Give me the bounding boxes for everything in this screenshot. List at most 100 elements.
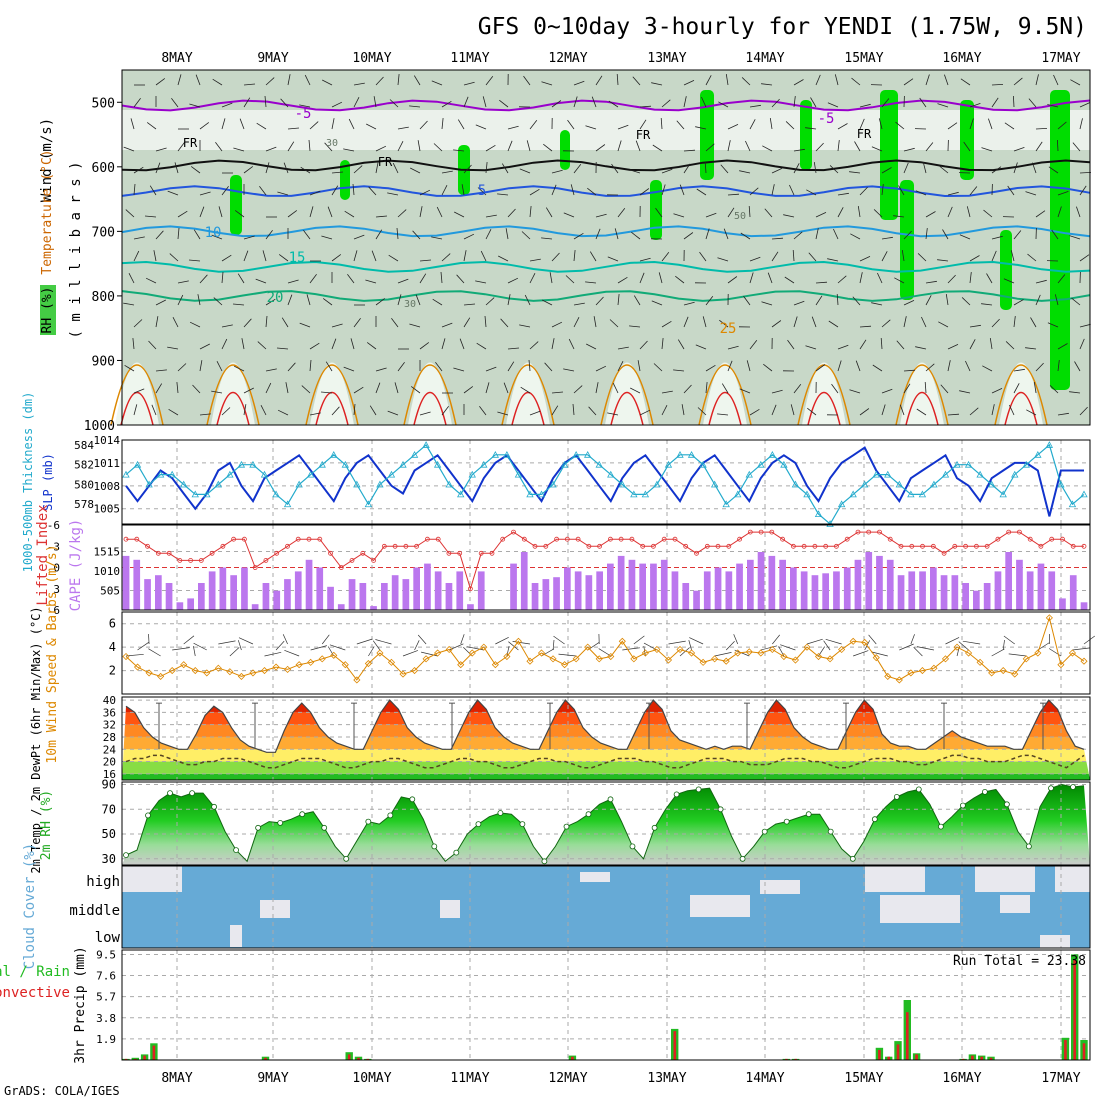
surface-wind-barb [193,646,196,657]
wind-barb [705,296,714,306]
wind-barb [718,101,729,108]
cape-bar [553,577,560,610]
li-marker [424,536,430,542]
wind-barb [1057,121,1067,130]
profile-ylabel-pressure: ( m i l l i b a r s ) [68,161,84,338]
wind-barb [563,212,575,218]
li-marker [478,550,484,556]
precip-tick-label: 1.9 [96,1033,116,1046]
wind-barb [769,118,773,130]
thickness-marker [514,470,523,478]
wind-barb [881,388,893,394]
wind-barb [969,339,976,350]
date-label-bottom: 13MAY [647,1071,686,1086]
thickness-marker [953,460,961,468]
wind-frame [121,611,1091,695]
wind-barb [543,143,553,152]
wind-barb [259,185,267,196]
slp-tick-label: 1008 [94,480,121,493]
wind-barb [749,187,759,196]
cape-bar [811,575,819,610]
wind-marker [1057,661,1065,669]
wind-barb [155,383,163,394]
wind-marker [214,664,222,672]
thickness-marker [1057,480,1065,488]
wind-barb [991,235,1003,240]
wind-barb [827,102,839,108]
rh-contour-label: 30 [326,138,338,149]
isotherm-line [121,159,1091,172]
wind-barb [309,190,321,196]
li-marker [1038,543,1044,549]
wind-barb [463,96,469,108]
wind-barb [877,272,883,284]
rh-marker [805,811,812,818]
rh-marker [982,789,988,795]
thickness-tick-label: 578 [74,498,94,511]
wind-barb [1070,79,1081,86]
wind-barb [262,250,267,262]
rh-marker [321,824,328,831]
wind-barb [683,384,692,394]
wind-marker [387,658,396,666]
cape-bar [467,604,474,610]
thickness-marker [387,470,396,478]
cape-bar [208,571,216,610]
wind-barb [815,142,824,152]
wind-barb [507,277,519,284]
surface-wind-barb [1002,639,1005,651]
wind-marker [826,655,834,663]
temp-minmax [156,702,1046,750]
wind-barb [309,273,317,284]
wind-barb [727,345,739,350]
wind-barb [937,103,949,108]
wind-barb [991,84,1004,86]
wind-barb [761,83,773,86]
thickness-marker [249,460,257,468]
cape-bar [951,575,959,610]
wind-barb [348,118,355,130]
rh-marker [960,802,966,809]
cape-bar [757,552,765,610]
wind-barb [893,215,905,218]
isotherm-25 [305,364,359,426]
wind-marker [480,643,488,651]
wind-barb [189,103,201,108]
wind-barb [1051,229,1059,240]
wind-barb [287,279,299,284]
wind-barb [969,324,981,328]
wind-barb [397,294,402,306]
pressure-tick-label: 1000 [84,419,115,434]
wind-barb [440,271,443,284]
wind-barb [859,256,871,262]
wind-barb [989,338,993,350]
wind-barb [792,249,795,262]
date-label-top: 14MAY [745,51,784,66]
precip-convective-bar [143,1055,146,1060]
li-marker [618,536,624,542]
rh-marker [255,824,262,831]
wind-barb [783,214,795,218]
precip-convective-bar [785,1058,788,1060]
wind-barb [497,193,509,196]
surface-wind-barb [356,638,373,645]
wind-barb [815,212,827,218]
surface-wind-barb [598,648,611,657]
lifted-index-axis-label: Lifted Index [35,504,51,605]
wind-barb [387,410,399,416]
wind-barb [771,251,779,262]
cape-bar [1016,559,1023,610]
thickness-marker [676,450,684,458]
cape-bar [391,575,399,610]
wind-barb [529,120,538,130]
thickness-marker [687,450,696,458]
wind-barb [653,363,663,372]
li-marker [963,543,968,549]
date-label-top: 9MAY [257,51,288,66]
wind-barb [241,338,245,350]
surface-wind-barb [910,634,915,645]
thickness-marker [549,480,557,488]
wind-barb [947,206,953,218]
thickness-marker [895,480,903,488]
precip-convective-bar [906,1012,909,1060]
